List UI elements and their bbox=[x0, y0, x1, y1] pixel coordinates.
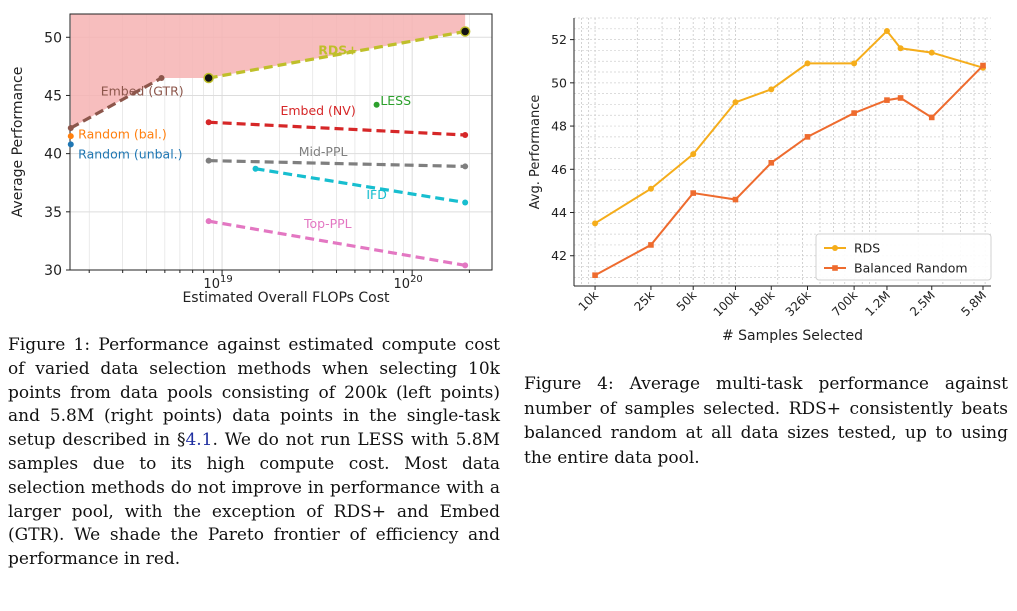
x-tick-label: 1019 bbox=[203, 274, 232, 292]
series-label-less: LESS bbox=[380, 93, 411, 108]
y-tick-label: 46 bbox=[551, 162, 567, 177]
figure-1-label: Figure 1: bbox=[8, 335, 91, 355]
y-tick-label: 35 bbox=[44, 205, 62, 221]
data-point-balanced-random bbox=[897, 95, 904, 101]
data-point-rds bbox=[592, 220, 599, 227]
data-point-embed-gtr bbox=[67, 125, 74, 132]
y-tick-label: 45 bbox=[44, 88, 62, 104]
x-tick-label: 180k bbox=[746, 288, 777, 319]
data-point-rds bbox=[647, 185, 654, 192]
data-point-balanced-random bbox=[980, 62, 986, 69]
legend-label-rds: RDS bbox=[854, 241, 880, 256]
data-point-rds bbox=[459, 26, 471, 37]
series-label-embed-gtr: Embed (GTR) bbox=[101, 83, 184, 98]
x-axis-label: Estimated Overall FLOPs Cost bbox=[182, 290, 390, 306]
data-point-balanced-random bbox=[928, 114, 935, 121]
data-point-embed-nv bbox=[462, 132, 469, 139]
data-point-ifd bbox=[462, 199, 469, 206]
x-tick-label: 10k bbox=[576, 288, 602, 314]
data-point-ifd bbox=[252, 165, 259, 172]
section-reference-link[interactable]: 4.1 bbox=[185, 430, 213, 451]
series-line-rds bbox=[594, 29, 984, 225]
data-point-rds bbox=[768, 86, 775, 93]
series-label-ifd: IFD bbox=[366, 187, 387, 202]
series-label-random-unbal: Random (unbal.) bbox=[78, 146, 182, 161]
data-point-rds bbox=[928, 49, 935, 56]
data-point-rds bbox=[203, 72, 214, 84]
figure-4-chart: 42 44 46 48 50 52 10k 25k 50k 100k 180k 326k 700k 1.2… bbox=[528, 17, 992, 344]
x-tick-label: 2.5M bbox=[907, 288, 938, 319]
series-label-top-ppl: Top-PPL bbox=[303, 216, 352, 231]
series-line-mid-ppl bbox=[208, 159, 466, 169]
x-tick-label: 25k bbox=[631, 288, 657, 314]
data-point-random-bal bbox=[67, 133, 74, 140]
data-point-rds bbox=[804, 60, 811, 67]
x-tick-label: 100k bbox=[711, 288, 742, 319]
series-line-top-ppl bbox=[208, 219, 466, 267]
data-point-balanced-random bbox=[851, 110, 857, 116]
y-tick-label: 30 bbox=[44, 263, 62, 279]
data-point-rds bbox=[851, 60, 858, 67]
figure-1-caption: Figure 1: Performance against estimated … bbox=[8, 334, 500, 572]
data-point-rds bbox=[883, 27, 890, 34]
data-point-balanced-random bbox=[690, 190, 697, 196]
pareto-frontier-shade bbox=[70, 14, 466, 129]
y-tick-label: 48 bbox=[551, 119, 567, 134]
x-tick-label: 1020 bbox=[394, 274, 423, 292]
legend-box bbox=[815, 233, 992, 281]
series-label-random-bal: Random (bal.) bbox=[78, 127, 167, 142]
data-point-rds bbox=[690, 151, 697, 158]
series-label-embed-nv: Embed (NV) bbox=[280, 103, 355, 118]
data-point-balanced-random bbox=[884, 97, 890, 103]
data-point-rds bbox=[897, 45, 904, 52]
series-label-rds: RDS+ bbox=[318, 43, 357, 58]
data-point-random-unbal bbox=[67, 141, 74, 148]
series-line-ifd bbox=[255, 167, 466, 205]
x-tick-label: 5.8M bbox=[958, 288, 989, 319]
series-line-embed-nv bbox=[208, 120, 466, 137]
x-axis-label: # Samples Selected bbox=[722, 328, 863, 344]
legend-marker-balanced-random bbox=[832, 265, 838, 271]
figure-4-caption: Figure 4: Average multi-task performance… bbox=[524, 372, 1008, 470]
y-axis-label: Avg. Performance bbox=[528, 95, 543, 210]
series-label-mid-ppl: Mid-PPL bbox=[299, 144, 348, 159]
y-tick-label: 44 bbox=[551, 205, 567, 220]
data-point-balanced-random bbox=[804, 134, 811, 140]
data-point-mid-ppl bbox=[205, 157, 212, 164]
figure-4-caption-text: Average multi-task performance against n… bbox=[524, 374, 1008, 468]
data-point-mid-ppl bbox=[462, 163, 469, 170]
data-point-embed-nv bbox=[205, 119, 212, 126]
data-point-top-ppl bbox=[462, 262, 469, 269]
x-tick-label: 1.2M bbox=[862, 288, 893, 319]
data-point-balanced-random bbox=[768, 160, 775, 166]
data-point-less bbox=[373, 101, 380, 108]
y-tick-label: 50 bbox=[44, 30, 62, 46]
y-tick-label: 42 bbox=[551, 248, 567, 263]
series-line-rds bbox=[208, 29, 466, 80]
x-tick-label: 50k bbox=[674, 288, 700, 314]
y-tick-label: 52 bbox=[551, 32, 567, 47]
figure-1-caption-text-end: . We do not run LESS with 5.8M samples d… bbox=[8, 430, 501, 570]
data-point-balanced-random bbox=[592, 272, 598, 278]
data-point-balanced-random bbox=[648, 242, 654, 248]
x-tick-label: 326k bbox=[783, 288, 814, 319]
y-tick-label: 40 bbox=[44, 147, 62, 163]
figure-1-caption-text: Performance against estimated compute co… bbox=[8, 335, 500, 451]
y-axis-label: Average Performance bbox=[10, 67, 26, 218]
data-point-balanced-random bbox=[732, 196, 739, 203]
legend-label-balanced-random: Balanced Random bbox=[854, 261, 968, 276]
data-point-rds bbox=[732, 99, 739, 106]
x-tick-label: 700k bbox=[829, 288, 860, 319]
data-point-top-ppl bbox=[205, 218, 212, 225]
series-line-embed-gtr bbox=[70, 76, 163, 130]
legend-marker-rds bbox=[832, 245, 838, 251]
y-tick-label: 50 bbox=[551, 75, 567, 90]
data-point-embed-gtr bbox=[158, 75, 165, 81]
figure-4-label: Figure 4: bbox=[524, 374, 614, 394]
